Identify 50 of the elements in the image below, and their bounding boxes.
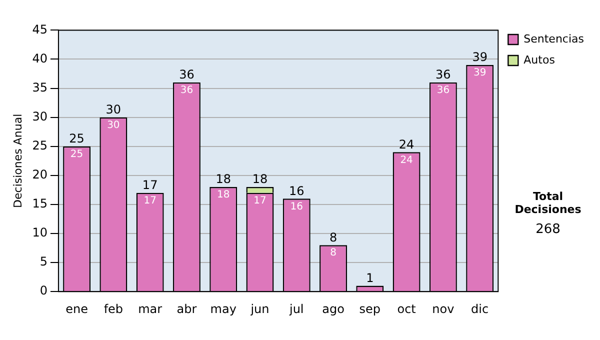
data-label: 36 bbox=[180, 85, 194, 96]
data-label: 30 bbox=[107, 120, 120, 131]
y-axis-title: Decisiones Anual bbox=[11, 114, 24, 208]
total-label: 36 bbox=[436, 68, 451, 82]
x-tick-label: dic bbox=[471, 302, 489, 316]
total-label: 36 bbox=[179, 68, 194, 82]
x-tick-label: feb bbox=[104, 302, 124, 316]
total-label: 17 bbox=[142, 178, 158, 192]
total-label: 30 bbox=[106, 102, 122, 116]
x-tick-label: nov bbox=[432, 302, 454, 316]
y-tick-label: 25 bbox=[32, 138, 48, 153]
total-label: 24 bbox=[398, 137, 414, 152]
text: Total Decisiones bbox=[514, 190, 582, 216]
y-tick-label: 5 bbox=[40, 254, 48, 269]
total-label: 39 bbox=[472, 50, 488, 64]
total-label: 1 bbox=[366, 270, 374, 285]
y-tick-label: 30 bbox=[32, 109, 48, 124]
y-tick-label: 35 bbox=[32, 80, 48, 94]
y-tick-label: 10 bbox=[32, 226, 48, 240]
total-label: 16 bbox=[288, 184, 304, 198]
legend-label: Autos bbox=[524, 53, 556, 66]
x-tick-label: ago bbox=[322, 302, 344, 316]
x-tick-label: ene bbox=[66, 302, 88, 316]
data-label: 18 bbox=[216, 190, 230, 201]
data-label: 25 bbox=[70, 148, 84, 160]
y-tick-label: 45 bbox=[32, 22, 48, 36]
data-label: 36 bbox=[436, 85, 450, 96]
total-label: 8 bbox=[329, 230, 338, 244]
y-tick-label: 0 bbox=[40, 284, 48, 298]
data-label: 16 bbox=[290, 201, 303, 212]
data-label: 39 bbox=[473, 68, 486, 79]
x-tick-label: jun bbox=[250, 302, 270, 316]
total-label: 18 bbox=[252, 172, 268, 186]
data-label: 8 bbox=[330, 248, 336, 259]
x-tick-label: mar bbox=[138, 302, 162, 316]
x-tick-label: jul bbox=[288, 302, 304, 316]
total-label: 18 bbox=[216, 172, 231, 186]
y-tick-label: 15 bbox=[32, 196, 48, 211]
x-tick-label: oct bbox=[397, 302, 416, 316]
x-tick-label: sep bbox=[359, 302, 381, 316]
x-tick-label: abr bbox=[176, 302, 197, 316]
data-label: 17 bbox=[144, 195, 156, 206]
legend-label: Sentencias bbox=[524, 32, 584, 46]
y-tick-label: 40 bbox=[32, 51, 48, 66]
x-tick-label: may bbox=[210, 302, 236, 316]
data-label: 17 bbox=[254, 195, 266, 206]
data-label: 24 bbox=[400, 154, 413, 166]
text: 268 bbox=[534, 222, 562, 237]
y-tick-label: 20 bbox=[32, 168, 48, 182]
total-label: 25 bbox=[69, 132, 84, 146]
